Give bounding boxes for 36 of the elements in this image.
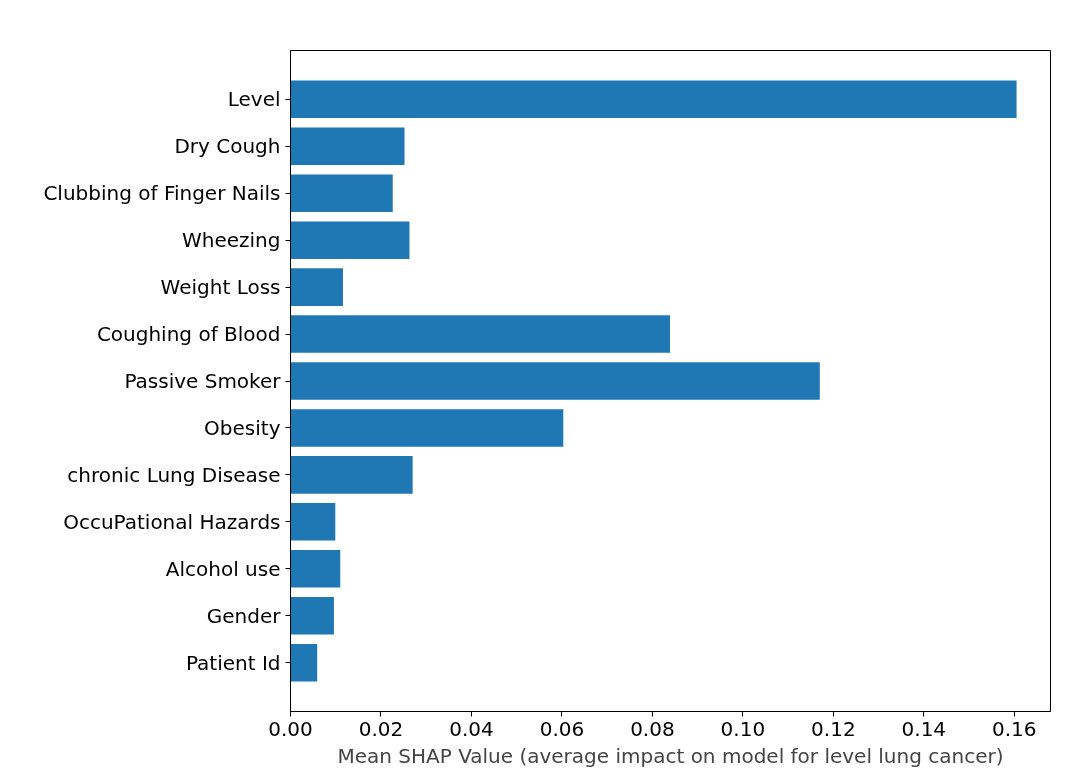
x-tick-label: 0.10 bbox=[720, 716, 766, 741]
x-tick-label: 0.06 bbox=[539, 716, 585, 741]
bar bbox=[290, 409, 564, 447]
bar bbox=[290, 268, 343, 306]
y-tick-label: Passive Smoker bbox=[124, 369, 282, 393]
y-tick-label: Coughing of Blood bbox=[96, 322, 281, 347]
y-tick-label: Clubbing of Finger Nails bbox=[43, 181, 281, 206]
y-tick-label: chronic Lung Disease bbox=[67, 462, 281, 487]
bar bbox=[290, 362, 820, 400]
bar bbox=[290, 643, 318, 682]
y-tick-label: Wheezing bbox=[182, 228, 281, 253]
bar bbox=[290, 315, 671, 353]
bar bbox=[290, 596, 334, 635]
x-tick-label: 0.08 bbox=[630, 716, 675, 741]
y-tick-label: Level bbox=[227, 87, 281, 112]
x-tick-label: 0.04 bbox=[449, 716, 494, 741]
bar bbox=[290, 174, 393, 212]
y-tick-label: Alcohol use bbox=[165, 556, 281, 581]
y-tick-label: Dry Cough bbox=[174, 134, 281, 159]
x-tick-label: 0.12 bbox=[811, 716, 856, 741]
y-tick-label: Gender bbox=[206, 603, 282, 628]
x-tick-label: 0.00 bbox=[268, 716, 313, 741]
bar bbox=[290, 550, 341, 588]
bar bbox=[290, 127, 405, 166]
bar bbox=[290, 80, 1017, 119]
y-tick-label: Obesity bbox=[204, 415, 281, 440]
x-axis-title: Mean SHAP Value (average impact on model for level lung cancer) bbox=[337, 743, 1004, 768]
x-tick-label: 0.14 bbox=[901, 716, 947, 741]
x-tick-label: 0.16 bbox=[992, 716, 1037, 741]
bar bbox=[290, 456, 413, 494]
y-tick-label: Patient Id bbox=[185, 650, 281, 675]
y-tick-label: OccuPational Hazards bbox=[63, 509, 281, 534]
bar bbox=[290, 503, 336, 541]
y-tick-label: Weight Loss bbox=[160, 275, 281, 300]
bar bbox=[290, 221, 410, 259]
x-tick-label: 0.02 bbox=[358, 716, 404, 741]
